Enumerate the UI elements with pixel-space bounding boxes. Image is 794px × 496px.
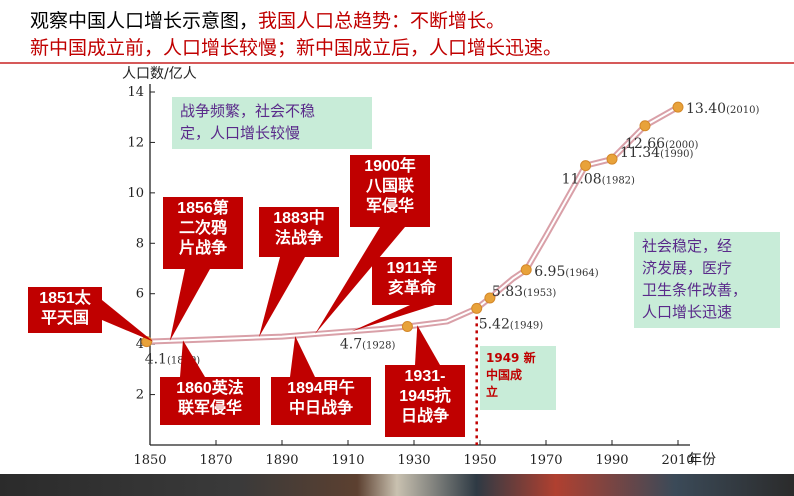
x-tick-label: 1990 xyxy=(595,453,628,468)
y-tick-label: 12 xyxy=(127,135,144,150)
note-stable-period: 社会稳定，经 济发展，医疗 卫生条件改善， 人口增长迅速 xyxy=(634,232,780,328)
event-first-sino-japanese-war: 1894甲午 中日战争 xyxy=(271,377,371,425)
data-marker xyxy=(606,153,618,165)
header-divider xyxy=(0,62,794,64)
event-xinhai-revolution: 1911辛 亥革命 xyxy=(372,257,452,305)
data-label-year: (1928) xyxy=(362,340,395,351)
data-label-year: (2010) xyxy=(726,105,759,116)
data-marker xyxy=(471,302,483,314)
event-callout-pointer xyxy=(290,336,315,377)
y-axis-title: 人口数/亿人 xyxy=(122,66,197,82)
data-label: 4.7(1928) xyxy=(340,336,396,352)
data-label-value: 5.42 xyxy=(479,316,510,332)
data-marker xyxy=(520,264,532,276)
data-label-year: (2000) xyxy=(665,140,698,151)
x-tick-label: 1930 xyxy=(397,453,430,468)
event-callout-pointer xyxy=(315,227,405,335)
x-tick-label: 1890 xyxy=(265,453,298,468)
data-label-value: 13.40 xyxy=(686,101,726,117)
data-label: 5.83(1953) xyxy=(492,284,557,300)
header-observe-text: 观察中国人口增长示意图， xyxy=(30,10,259,32)
y-tick-label: 2 xyxy=(136,388,144,403)
header-line-1: 观察中国人口增长示意图，我国人口总趋势：不断增长。 xyxy=(30,6,505,33)
event-callout-pointer xyxy=(180,340,205,377)
x-axis-title: 年份 xyxy=(688,452,716,468)
data-marker xyxy=(639,120,651,132)
x-tick-label: 1950 xyxy=(463,453,496,468)
data-marker xyxy=(401,320,413,332)
event-sino-french-war: 1883中 法战争 xyxy=(259,207,339,257)
data-label: 6.95(1964) xyxy=(534,264,599,280)
x-tick-label: 1970 xyxy=(529,453,562,468)
data-label-value: 11.34 xyxy=(620,145,660,161)
data-label-year: (1953) xyxy=(523,288,556,299)
note-new-china-founding: 1949 新 中国成 立 xyxy=(480,346,556,410)
event-anglo-french-invasion: 1860英法 联军侵华 xyxy=(160,377,260,425)
data-label-year: (1990) xyxy=(660,149,693,160)
data-label-value: 11.08 xyxy=(562,172,602,188)
header-trend-text: 我国人口总趋势：不断增长。 xyxy=(258,10,506,32)
y-tick-label: 8 xyxy=(136,236,144,251)
y-tick-label: 4 xyxy=(136,337,144,352)
note-war-period: 战争频繁，社会不稳 定，人口增长较慢 xyxy=(172,97,372,149)
event-eight-nation-alliance: 1900年 八国联 军侵华 xyxy=(350,155,430,227)
data-label-year: (1964) xyxy=(565,268,598,279)
event-callout-pointer xyxy=(258,257,305,338)
data-label-year: (1949) xyxy=(510,320,543,331)
data-label-value: 4.7 xyxy=(340,336,362,352)
y-tick-label: 14 xyxy=(127,85,144,100)
data-marker xyxy=(672,101,684,113)
data-label-value: 5.83 xyxy=(492,284,523,300)
data-label: 11.08(1982) xyxy=(562,172,635,188)
event-callout-pointer xyxy=(415,325,440,365)
data-label: 12.66(2000) xyxy=(625,136,698,152)
data-marker xyxy=(580,160,592,172)
event-second-opium-war: 1856第 二次鸦 片战争 xyxy=(163,197,243,269)
decorative-footer-strip xyxy=(0,474,794,496)
y-tick-label: 10 xyxy=(127,186,144,201)
x-tick-label: 1910 xyxy=(331,453,364,468)
x-tick-label: 1870 xyxy=(199,453,232,468)
data-label-value: 12.66 xyxy=(625,136,665,152)
data-label: 5.42(1949) xyxy=(479,316,544,332)
event-taiping: 1851太 平天国 xyxy=(28,287,102,333)
data-label: 11.34(1990) xyxy=(620,145,693,161)
event-anti-japanese-war: 1931- 1945抗 日战争 xyxy=(385,365,465,437)
data-label: 13.40(2010) xyxy=(686,101,759,117)
event-callout-pointer xyxy=(169,269,210,341)
x-tick-label: 1850 xyxy=(133,453,166,468)
data-label-year: (1982) xyxy=(602,176,635,187)
header-line-2: 新中国成立前，人口增长较慢；新中国成立后，人口增长迅速。 xyxy=(30,37,563,59)
data-marker xyxy=(484,292,496,304)
data-label-value: 4.1 xyxy=(145,352,167,368)
event-callout-pointer xyxy=(351,305,435,332)
y-tick-label: 6 xyxy=(136,287,144,302)
x-tick-label: 2010 xyxy=(661,453,694,468)
data-label-value: 6.95 xyxy=(534,264,565,280)
event-callout-pointer xyxy=(102,300,154,342)
